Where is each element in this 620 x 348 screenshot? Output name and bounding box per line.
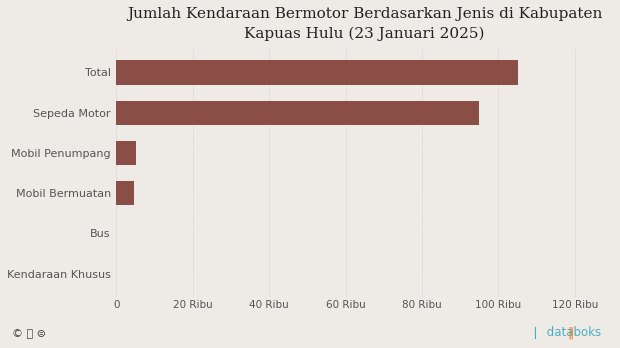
Bar [117, 61, 518, 85]
Text: © ⓘ ⊜: © ⓘ ⊜ [12, 329, 46, 339]
Text: ▏ databoks: ▏ databoks [534, 326, 601, 339]
Bar [117, 101, 479, 125]
Bar [117, 141, 136, 165]
Text: ‖: ‖ [567, 326, 574, 339]
Title: Jumlah Kendaraan Bermotor Berdasarkan Jenis di Kabupaten
Kapuas Hulu (23 Januari: Jumlah Kendaraan Bermotor Berdasarkan Je… [127, 7, 603, 41]
Bar [117, 181, 133, 205]
